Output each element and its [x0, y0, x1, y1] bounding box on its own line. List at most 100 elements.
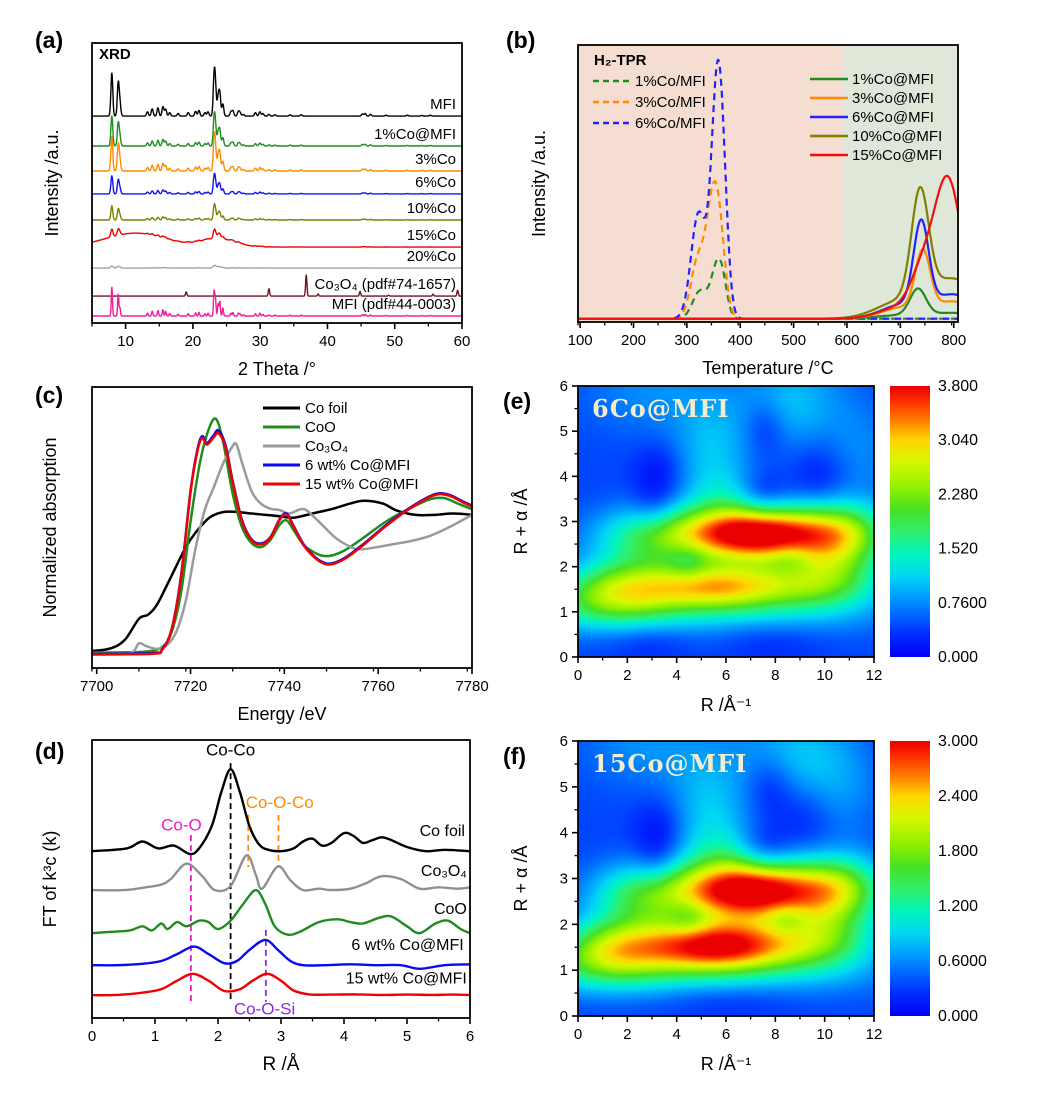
panel-d-x-tick-label: 4 — [340, 1028, 348, 1045]
xanes-curve-3 — [91, 428, 473, 656]
panel-d-x-tick-label: 6 — [466, 1028, 474, 1045]
tpr-curve-6 — [577, 185, 959, 320]
panel-c-frame — [91, 386, 473, 669]
panel-f-x-tick-label: 0 — [574, 1026, 582, 1043]
panel-a-frame — [91, 42, 463, 324]
panel-f-ylabel: R + α /Å — [511, 846, 531, 912]
panel-c-legend-label-2: Co₃O₄ — [305, 438, 348, 455]
xrd-trace-5 — [91, 228, 463, 248]
panel-b-legend-solid-label-3: 10%Co@MFI — [852, 128, 942, 145]
panel-f-y-tick-label: 6 — [560, 733, 568, 750]
panel-e-y-tick-label: 6 — [560, 378, 568, 395]
xrd-trace-0 — [91, 66, 463, 117]
panel-f-colorbar-label-1: 2.400 — [938, 788, 978, 805]
exafs-curve-label-3: 6 wt% Co@MFI — [351, 937, 463, 954]
panel-e-colorbar-label-2: 2.280 — [938, 486, 978, 503]
panel-f-y-tick-label: 0 — [560, 1008, 568, 1025]
panel-f-x-tick-label: 6 — [722, 1026, 730, 1043]
panel-b-frame — [577, 44, 959, 323]
panel-c-legend-label-3: 6 wt% Co@MFI — [305, 457, 410, 474]
xrd-trace-4 — [91, 203, 463, 221]
panel-f-x-tick-label: 4 — [672, 1026, 680, 1043]
panel-c-tag: (c) — [35, 382, 64, 408]
tpr-curve-7 — [577, 174, 960, 320]
panel-b-x-tick-label: 700 — [888, 332, 913, 349]
panel-c-x-tick-label: 7760 — [361, 678, 394, 695]
xanes-curve-2 — [91, 441, 473, 656]
panel-f-x-tick-label: 8 — [771, 1026, 779, 1043]
heatmap-f-canvas — [578, 741, 874, 1016]
panel-c-x-tick-label: 7740 — [268, 678, 301, 695]
panel-e-x-tick-label: 10 — [816, 667, 833, 684]
panel-e-colorbar-label-3: 1.520 — [938, 541, 978, 558]
panel-b-legend-solid-label-2: 6%Co@MFI — [852, 109, 934, 126]
panel-d-annotation-text-3: Co-O-Si — [234, 1000, 295, 1019]
xrd-trace-label-5: 15%Co — [407, 227, 456, 244]
panel-d-x-tick-label: 0 — [88, 1028, 96, 1045]
panel-b-region-0 — [578, 45, 843, 322]
panel-d-annotation-text-2: Co-O-Co — [246, 793, 314, 812]
colorbar-f-canvas — [890, 741, 930, 1016]
panel-d-x-tick-label: 5 — [403, 1028, 411, 1045]
panel-b-ylabel: Intensity /a.u. — [529, 130, 549, 237]
tpr-curve-2 — [577, 58, 959, 320]
panel-e-colorbar-label-4: 0.7600 — [938, 595, 987, 612]
panel-b-x-tick-label: 300 — [674, 332, 699, 349]
xrd-trace-label-8: MFI (pdf#44-0003) — [332, 296, 456, 313]
exafs-curve-0 — [91, 768, 471, 856]
panel-f-y-tick-label: 5 — [560, 779, 568, 796]
heatmap-e-canvas — [578, 386, 874, 657]
xrd-trace-label-3: 6%Co — [415, 174, 456, 191]
panel-f-colorbar-label-2: 1.800 — [938, 843, 978, 860]
panel-f-y-tick-label: 4 — [560, 825, 568, 842]
panel-b-x-tick-label: 600 — [834, 332, 859, 349]
tpr-curve-0 — [577, 257, 959, 320]
panel-e-y-tick-label: 0 — [560, 649, 568, 666]
exafs-curve-label-4: 15 wt% Co@MFI — [346, 970, 467, 987]
panel-b-x-tick-label: 100 — [568, 332, 593, 349]
panel-c-legend-label-1: CoO — [305, 419, 336, 436]
panel-b-x-tick-label: 400 — [728, 332, 753, 349]
xrd-trace-7 — [91, 274, 463, 297]
panel-e-y-tick-label: 4 — [560, 468, 568, 485]
xanes-curve-0 — [91, 499, 473, 653]
panel-b-legend-dash-label-1: 3%Co/MFI — [635, 94, 706, 111]
panel-d-x-tick-label: 3 — [277, 1028, 285, 1045]
xrd-trace-label-4: 10%Co — [407, 200, 456, 217]
xrd-trace-2 — [91, 131, 463, 172]
panel-e-x-tick-label: 12 — [866, 667, 883, 684]
panel-d-x-tick-label: 2 — [214, 1028, 222, 1045]
panel-c-x-tick-label: 7700 — [80, 678, 113, 695]
panel-b-tag: (b) — [506, 27, 536, 53]
tpr-curve-4 — [577, 248, 959, 320]
panel-b-legend-solid-label-4: 15%Co@MFI — [852, 147, 942, 164]
panel-e-y-tick-label: 5 — [560, 423, 568, 440]
panel-b-legend-dash-label-2: 6%Co/MFI — [635, 115, 706, 132]
panel-a-title: XRD — [99, 46, 131, 63]
xrd-trace-8 — [91, 286, 463, 317]
panel-f-colorbar-label-5: 0.000 — [938, 1008, 978, 1025]
xrd-trace-label-0: MFI — [430, 96, 456, 113]
panel-f-xlabel: R /Å⁻¹ — [701, 1054, 752, 1074]
panel-f-x-tick-label: 2 — [623, 1026, 631, 1043]
panel-a-xlabel: 2 Theta /° — [238, 359, 316, 379]
panel-e-colorbar-label-1: 3.040 — [938, 432, 978, 449]
panel-f-y-tick-label: 2 — [560, 916, 568, 933]
panel-e-y-tick-label: 3 — [560, 514, 568, 531]
panel-a-x-tick-label: 40 — [319, 333, 336, 350]
panel-f-colorbar-label-0: 3.000 — [938, 733, 978, 750]
panel-e-x-tick-label: 8 — [771, 667, 779, 684]
exafs-curve-2 — [91, 888, 471, 937]
panel-e-colorbar-label-5: 0.000 — [938, 649, 978, 666]
tpr-curve-1 — [577, 180, 959, 320]
xrd-trace-label-2: 3%Co — [415, 151, 456, 168]
xrd-trace-label-6: 20%Co — [407, 248, 456, 265]
panel-f-x-tick-label: 10 — [816, 1026, 833, 1043]
panel-e-x-tick-label: 0 — [574, 667, 582, 684]
exafs-curve-label-0: Co foil — [420, 823, 465, 840]
panel-a-ylabel: Intensity /a.u. — [42, 129, 62, 236]
exafs-curve-1 — [91, 854, 471, 893]
panel-f-colorbar-label-4: 0.6000 — [938, 953, 987, 970]
panel-f-colorbar-label-3: 1.200 — [938, 898, 978, 915]
panel-f-y-tick-label: 3 — [560, 871, 568, 888]
